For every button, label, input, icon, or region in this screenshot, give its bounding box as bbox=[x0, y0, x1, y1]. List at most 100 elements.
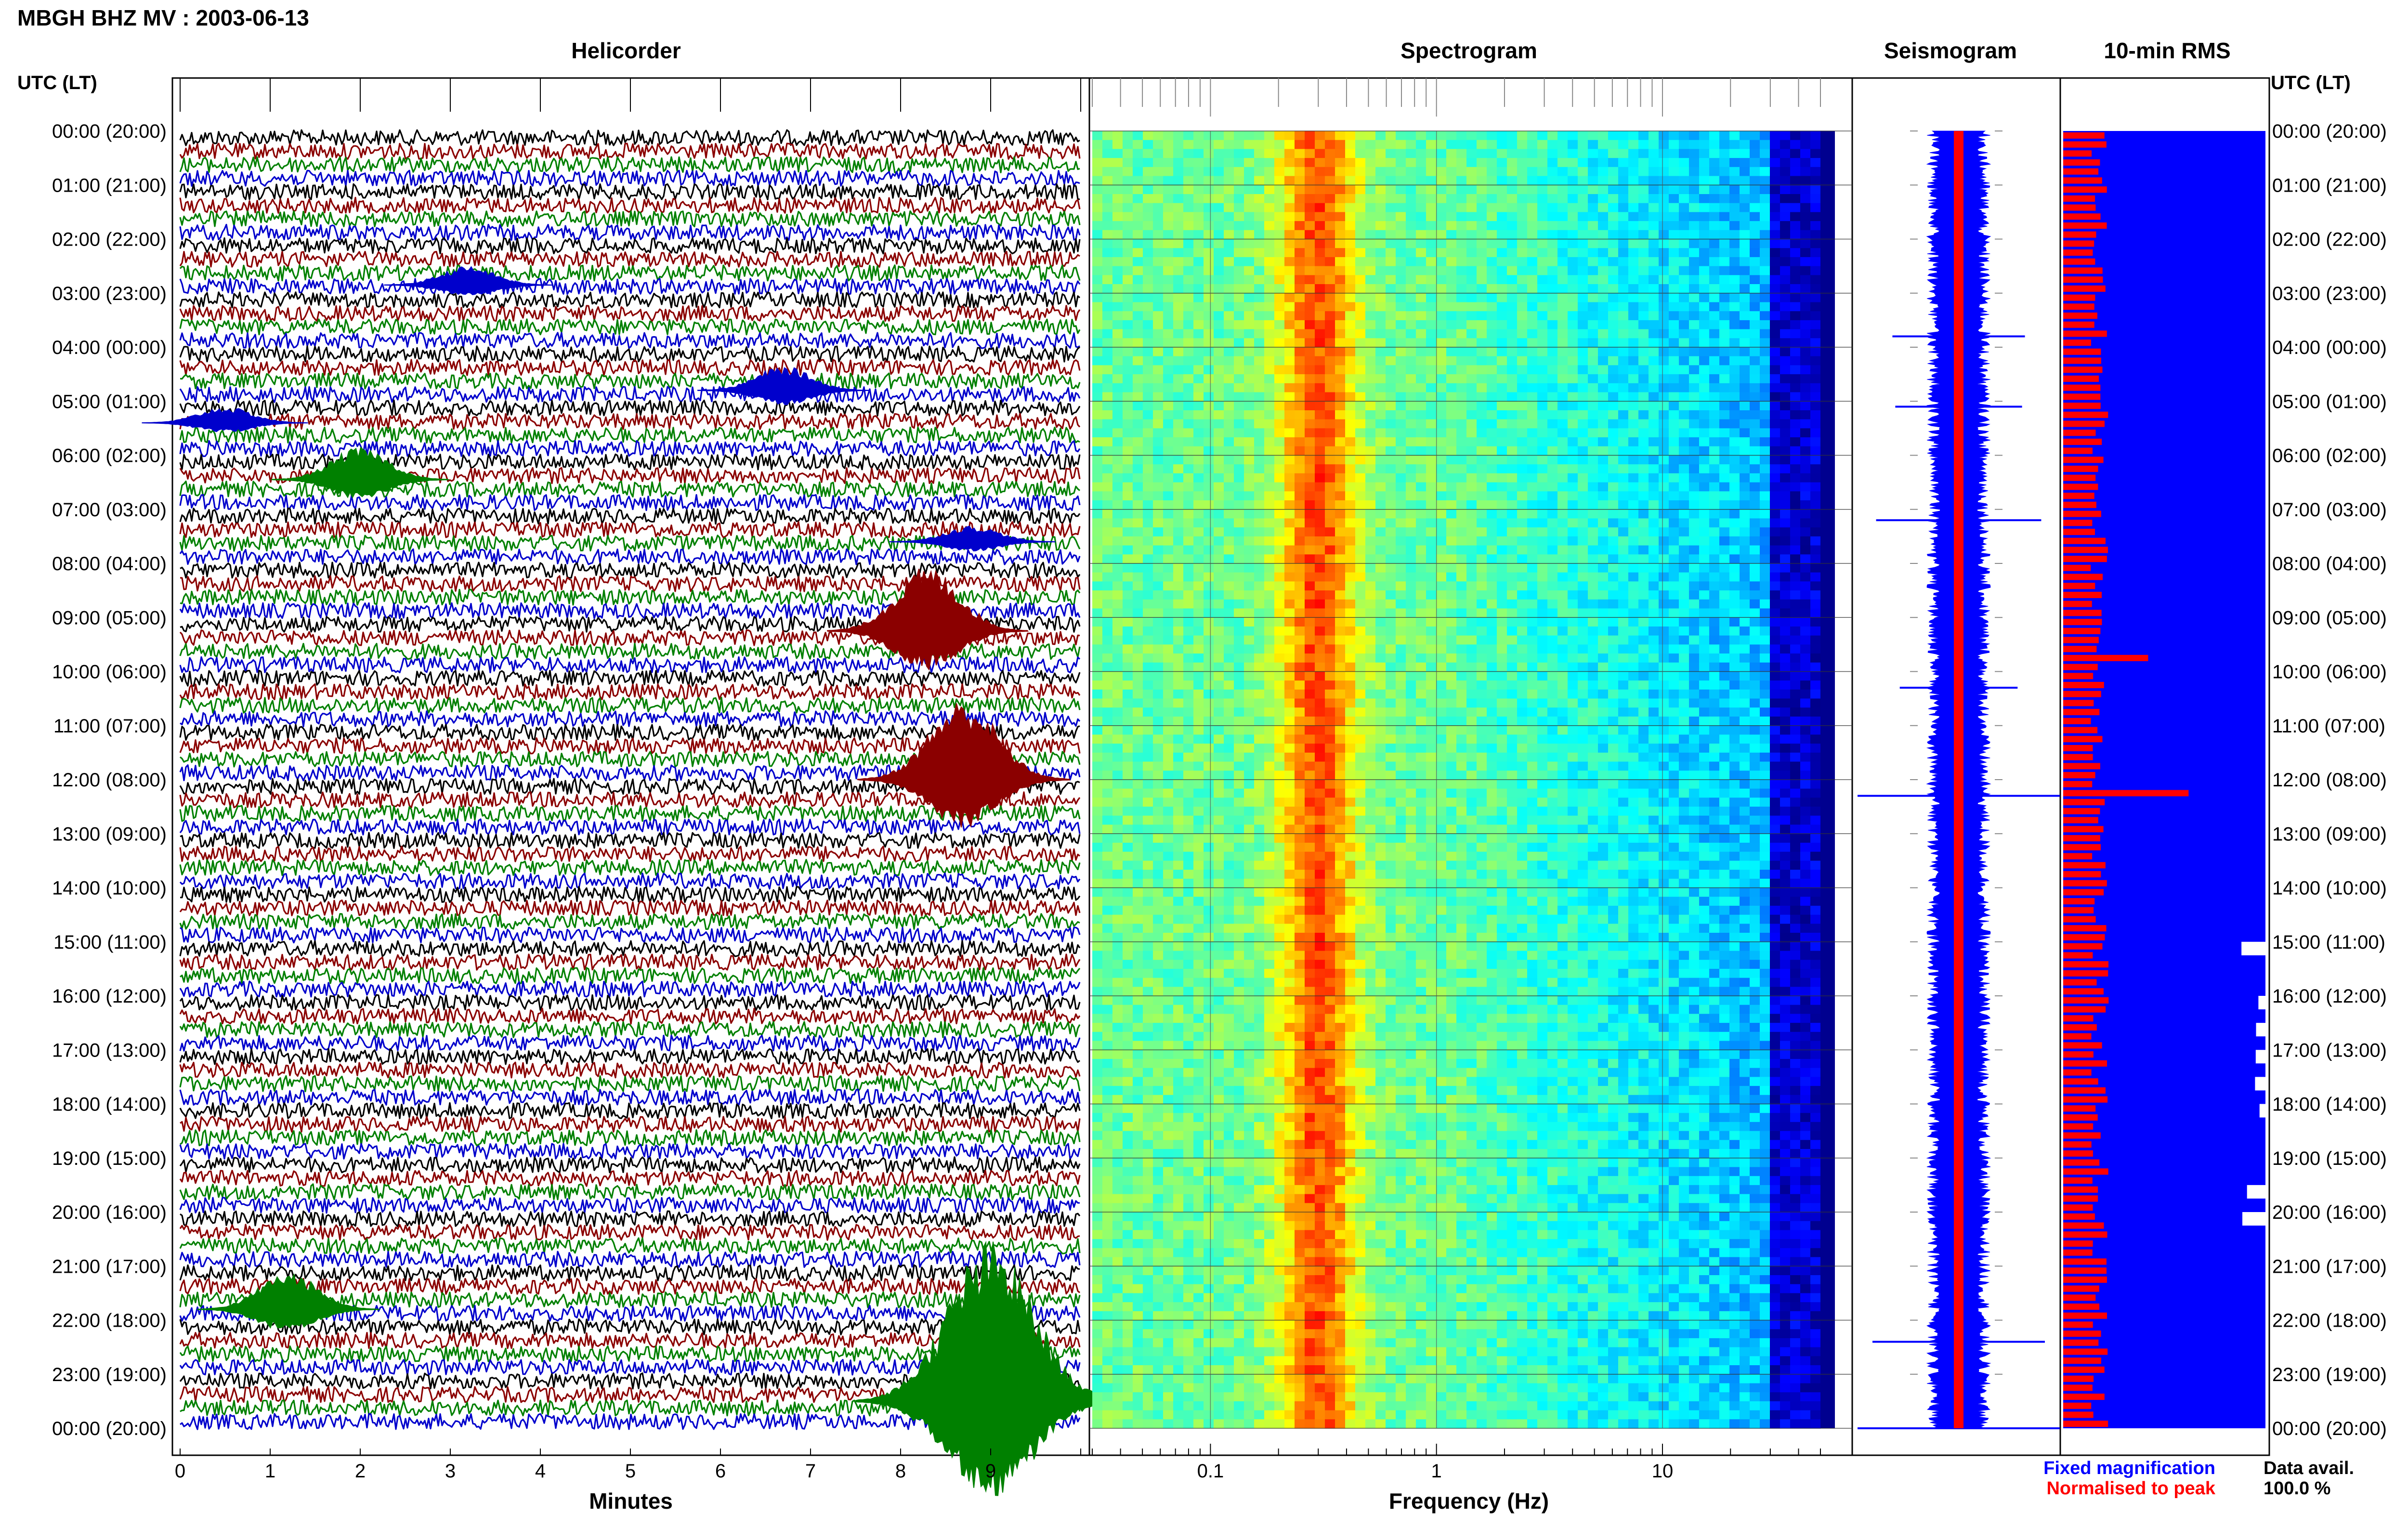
spectrogram-cell bbox=[1689, 266, 1700, 275]
spectrogram-cell bbox=[1517, 230, 1528, 239]
spectrogram-cell bbox=[1679, 392, 1689, 402]
spectrogram-cell bbox=[1153, 653, 1164, 663]
spectrogram-cell bbox=[1598, 473, 1609, 483]
spectrogram-cell bbox=[1264, 644, 1275, 653]
spectrogram-cell bbox=[1426, 653, 1437, 663]
spectrogram-cell bbox=[1254, 527, 1265, 536]
spectrogram-cell bbox=[1740, 410, 1750, 419]
spectrogram-cell bbox=[1456, 609, 1467, 618]
spectrogram-cell bbox=[1193, 644, 1204, 653]
spectrogram-cell bbox=[1102, 131, 1113, 140]
spectrogram-cell bbox=[1446, 149, 1457, 158]
spectrogram-cell bbox=[1234, 699, 1244, 708]
spectrogram-cell bbox=[1628, 456, 1639, 465]
spectrogram-cell bbox=[1719, 284, 1730, 293]
spectrogram-cell bbox=[1193, 519, 1204, 528]
spectrogram-cell bbox=[1618, 140, 1629, 149]
spectrogram-cell bbox=[1618, 636, 1629, 645]
spectrogram-cell bbox=[1183, 194, 1194, 203]
spectrogram-cell bbox=[1487, 428, 1497, 437]
spectrogram-cell bbox=[1557, 158, 1568, 167]
spectrogram-cell bbox=[1133, 600, 1143, 609]
spectrogram-cell bbox=[1375, 311, 1386, 320]
spectrogram-cell bbox=[1153, 140, 1164, 149]
spectrogram-cell bbox=[1345, 600, 1356, 609]
spectrogram-cell bbox=[1770, 428, 1780, 437]
spectrogram-cell bbox=[1568, 374, 1578, 383]
spectrogram-cell bbox=[1173, 446, 1184, 456]
spectrogram-cell bbox=[1770, 194, 1780, 203]
spectrogram-cell bbox=[1386, 311, 1396, 320]
spectrogram-cell bbox=[1244, 158, 1255, 167]
spectrogram-cell bbox=[1669, 717, 1679, 726]
spectrogram-cell bbox=[1537, 302, 1548, 312]
spectrogram-cell bbox=[1143, 519, 1153, 528]
spectrogram-cell bbox=[1487, 609, 1497, 618]
spectrogram-cell bbox=[1183, 347, 1194, 356]
spectrogram-cell bbox=[1153, 563, 1164, 573]
spectrogram-cell bbox=[1365, 203, 1376, 212]
minute-tick-label: 3 bbox=[445, 1461, 456, 1482]
spectrogram-cell bbox=[1264, 546, 1275, 555]
spectrogram-cell bbox=[1689, 365, 1700, 374]
spectrogram-cell bbox=[1537, 609, 1548, 618]
spectrogram-cell bbox=[1163, 176, 1174, 185]
spectrogram-cell bbox=[1365, 554, 1376, 563]
spectrogram-cell bbox=[1456, 680, 1467, 690]
spectrogram-cell bbox=[1305, 149, 1315, 158]
spectrogram-cell bbox=[1800, 419, 1811, 429]
spectrogram-cell bbox=[1133, 428, 1143, 437]
spectrogram-cell bbox=[1770, 536, 1780, 546]
spectrogram-cell bbox=[1638, 636, 1649, 645]
spectrogram-cell bbox=[1740, 581, 1750, 590]
spectrogram-cell bbox=[1224, 185, 1234, 194]
spectrogram-cell bbox=[1436, 266, 1447, 275]
spectrogram-cell bbox=[1193, 311, 1204, 320]
spectrogram-cell bbox=[1598, 320, 1609, 329]
spectrogram-cell bbox=[1234, 392, 1244, 402]
spectrogram-cell bbox=[1517, 581, 1528, 590]
spectrogram-cell bbox=[1719, 311, 1730, 320]
spectrogram-cell bbox=[1750, 609, 1760, 618]
spectrogram-cell bbox=[1204, 636, 1214, 645]
spectrogram-cell bbox=[1092, 410, 1103, 419]
spectrogram-cell bbox=[1123, 383, 1133, 392]
spectrogram-cell bbox=[1638, 600, 1649, 609]
spectrogram-cell bbox=[1679, 365, 1689, 374]
spectrogram-cell bbox=[1618, 464, 1629, 473]
spectrogram-cell bbox=[1466, 356, 1477, 365]
spectrogram-cell bbox=[1729, 500, 1740, 509]
spectrogram-cell bbox=[1183, 483, 1194, 492]
spectrogram-cell bbox=[1123, 203, 1133, 212]
spectrogram-cell bbox=[1466, 248, 1477, 257]
spectrogram-cell bbox=[1204, 149, 1214, 158]
spectrogram-cell bbox=[1608, 149, 1619, 158]
spectrogram-cell bbox=[1719, 581, 1730, 590]
spectrogram-cell bbox=[1689, 302, 1700, 312]
spectrogram-cell bbox=[1446, 554, 1457, 563]
spectrogram-cell bbox=[1669, 311, 1679, 320]
spectrogram-cell bbox=[1375, 644, 1386, 653]
spectrogram-cell bbox=[1537, 699, 1548, 708]
spectrogram-cell bbox=[1375, 356, 1386, 365]
spectrogram-cell bbox=[1557, 329, 1568, 339]
spectrogram-cell bbox=[1396, 212, 1406, 221]
spectrogram-cell bbox=[1568, 230, 1578, 239]
spectrogram-cell bbox=[1740, 392, 1750, 402]
spectrogram-cell bbox=[1770, 275, 1780, 284]
spectrogram-cell bbox=[1092, 248, 1103, 257]
spectrogram-cell bbox=[1699, 609, 1710, 618]
spectrogram-cell bbox=[1547, 573, 1558, 582]
spectrogram-cell bbox=[1163, 680, 1174, 690]
spectrogram-cell bbox=[1679, 221, 1689, 230]
spectrogram-cell bbox=[1770, 239, 1780, 248]
spectrogram-cell bbox=[1446, 212, 1457, 221]
spectrogram-cell bbox=[1204, 329, 1214, 339]
spectrogram-cell bbox=[1153, 275, 1164, 284]
time-label-left: 11:00 (07:00) bbox=[53, 716, 167, 737]
spectrogram-cell bbox=[1729, 617, 1740, 626]
spectrogram-cell bbox=[1153, 392, 1164, 402]
spectrogram-cell bbox=[1214, 221, 1224, 230]
spectrogram-cell bbox=[1760, 609, 1770, 618]
spectrogram-cell bbox=[1355, 194, 1366, 203]
